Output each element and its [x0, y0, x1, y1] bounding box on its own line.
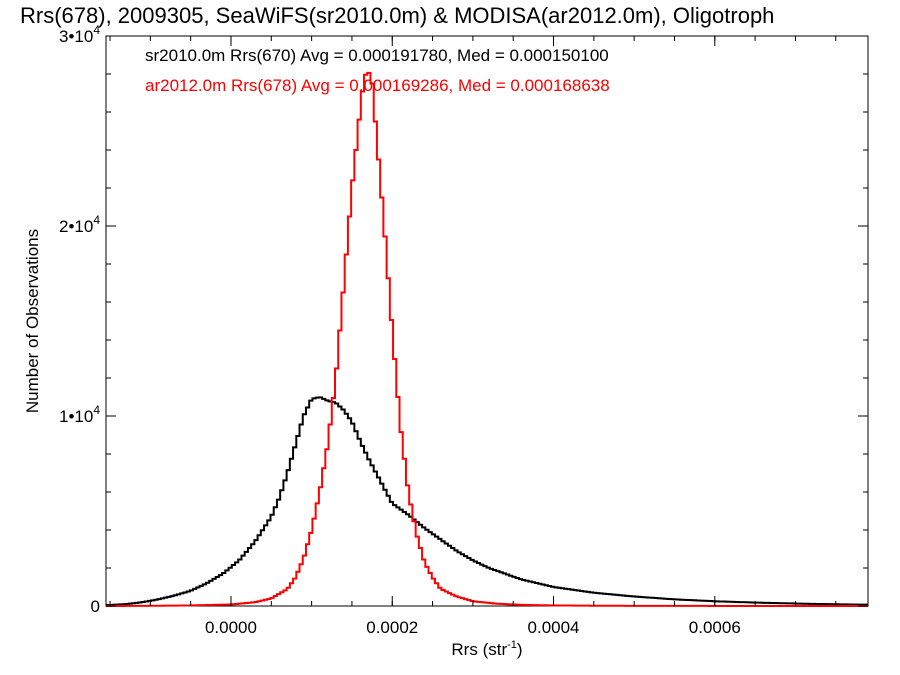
y-tick-label-text: 0 [91, 597, 100, 616]
y-tick-label-exponent: 4 [93, 23, 100, 37]
chart-title: Rrs(678), 2009305, SeaWiFS(sr2010.0m) & … [20, 3, 774, 28]
x-tick-label-0: 0.0000 [205, 618, 257, 637]
y-tick-label-exponent: 4 [93, 213, 100, 227]
x-tick-label-2: 0.0004 [528, 618, 580, 637]
y-tick-label-1: 1•104 [59, 403, 100, 426]
series-layer [106, 71, 869, 607]
y-axis-label: Number of Observations [23, 229, 42, 413]
x-axis-label: Rrs (str-1) [451, 639, 522, 659]
y-tick-label-exponent: 4 [93, 403, 100, 417]
y-tick-label-text: 2•10 [59, 217, 93, 236]
legend-entry-1: ar2012.0m Rrs(678) Avg = 0.000169286, Me… [145, 76, 610, 95]
series-1-histogram [106, 71, 868, 607]
legend-entry-0: sr2010.0m Rrs(670) Avg = 0.000191780, Me… [145, 46, 609, 65]
x-tick-label-1: 0.0002 [366, 618, 418, 637]
y-tick-label-2: 2•104 [59, 213, 100, 236]
x-tick-label-3: 0.0006 [689, 618, 741, 637]
y-tick-label-text: 1•10 [59, 407, 93, 426]
y-tick-label-3: 3•104 [59, 23, 100, 46]
x-axis-label-close: ) [517, 640, 523, 659]
x-axis-label-superscript: -1 [507, 639, 517, 651]
x-axis-label-text: Rrs (str [451, 640, 507, 659]
plot-frame [105, 35, 869, 607]
y-tick-label-text: 3•10 [59, 27, 93, 46]
y-tick-label-0: 0 [91, 597, 100, 616]
legend: sr2010.0m Rrs(670) Avg = 0.000191780, Me… [145, 46, 610, 95]
series-0-histogram [106, 396, 869, 607]
